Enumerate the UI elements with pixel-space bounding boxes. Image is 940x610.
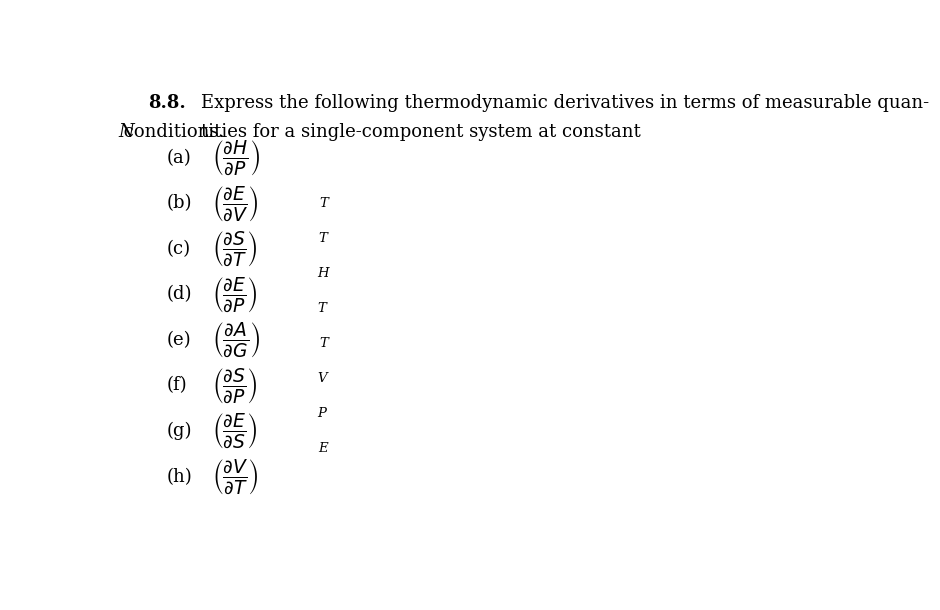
- Text: T: T: [320, 337, 328, 350]
- Text: (g): (g): [167, 422, 193, 440]
- Text: N: N: [118, 123, 134, 140]
- Text: tities for a single-component system at constant: tities for a single-component system at …: [201, 123, 647, 140]
- Text: E: E: [318, 442, 328, 455]
- Text: conditions.: conditions.: [118, 123, 225, 140]
- Text: $\left(\dfrac{\partial E}{\partial S}\right)$: $\left(\dfrac{\partial E}{\partial S}\ri…: [212, 412, 258, 450]
- Text: $\left(\dfrac{\partial H}{\partial P}\right)$: $\left(\dfrac{\partial H}{\partial P}\ri…: [212, 138, 260, 177]
- Text: $\left(\dfrac{\partial V}{\partial T}\right)$: $\left(\dfrac{\partial V}{\partial T}\ri…: [212, 458, 258, 496]
- Text: $\left(\dfrac{\partial E}{\partial V}\right)$: $\left(\dfrac{\partial E}{\partial V}\ri…: [212, 184, 258, 223]
- Text: T: T: [318, 302, 326, 315]
- Text: (b): (b): [167, 195, 193, 212]
- Text: (c): (c): [167, 240, 191, 258]
- Text: T: T: [320, 196, 328, 209]
- Text: (h): (h): [167, 468, 193, 486]
- Text: P: P: [318, 407, 326, 420]
- Text: (e): (e): [167, 331, 192, 349]
- Text: (a): (a): [167, 149, 192, 167]
- Text: T: T: [318, 232, 327, 245]
- Text: $\left(\dfrac{\partial E}{\partial P}\right)$: $\left(\dfrac{\partial E}{\partial P}\ri…: [212, 275, 258, 314]
- Text: (f): (f): [167, 376, 188, 395]
- Text: tities for a single-component system at constant: tities for a single-component system at …: [0, 609, 1, 610]
- Text: 8.8.: 8.8.: [149, 95, 186, 112]
- Text: H: H: [318, 267, 329, 280]
- Text: Express the following thermodynamic derivatives in terms of measurable quan-: Express the following thermodynamic deri…: [201, 95, 930, 112]
- Text: $\left(\dfrac{\partial S}{\partial P}\right)$: $\left(\dfrac{\partial S}{\partial P}\ri…: [212, 366, 258, 405]
- Text: V: V: [318, 372, 327, 385]
- Text: N: N: [0, 609, 1, 610]
- Text: $\left(\dfrac{\partial S}{\partial T}\right)$: $\left(\dfrac{\partial S}{\partial T}\ri…: [212, 229, 258, 268]
- Text: (d): (d): [167, 285, 193, 303]
- Text: $\left(\dfrac{\partial A}{\partial G}\right)$: $\left(\dfrac{\partial A}{\partial G}\ri…: [212, 321, 260, 359]
